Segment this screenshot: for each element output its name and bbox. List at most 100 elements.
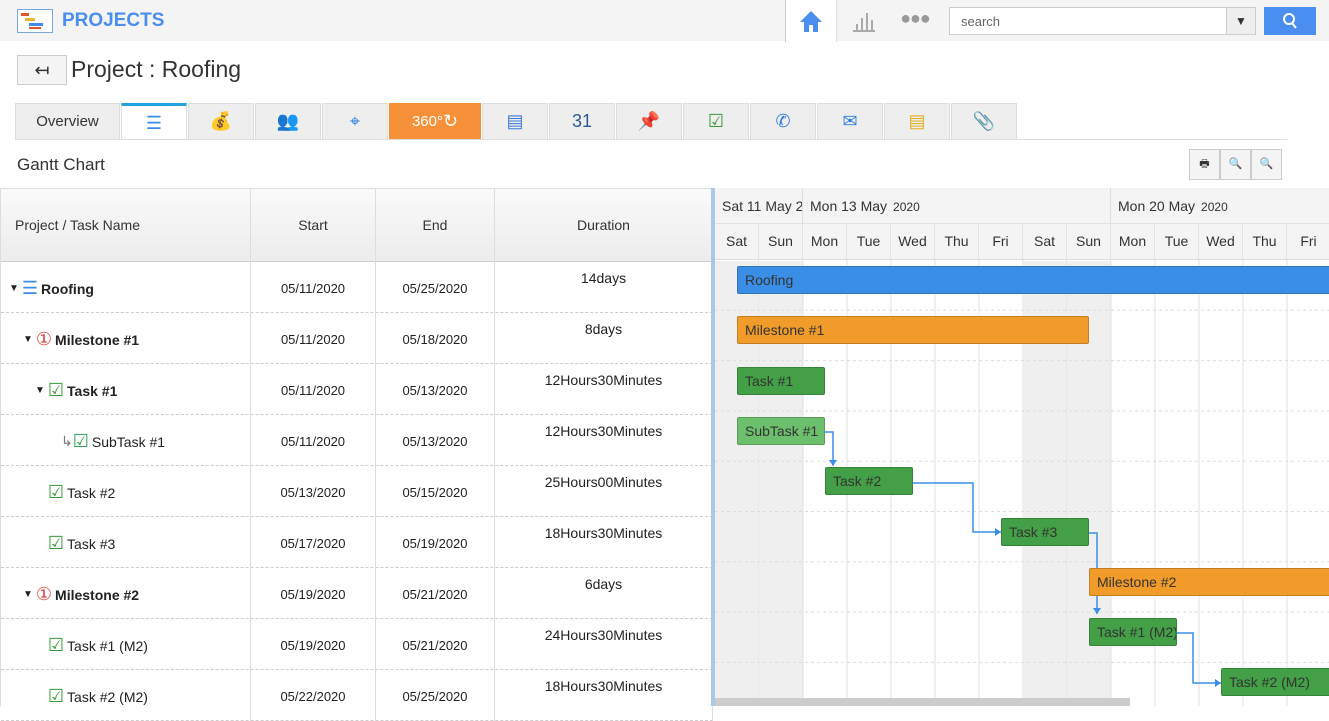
table-row[interactable]: ▼☑Task #1 (M2)05/19/202005/21/202024Hour… xyxy=(1,619,713,670)
cell-start: 05/19/2020 xyxy=(251,568,376,619)
gantt-bar[interactable]: Task #1 xyxy=(737,366,825,395)
cell-end: 05/18/2020 xyxy=(376,313,495,364)
table-row[interactable]: ↳ ☑ SubTask #1 05/11/2020 05/13/2020 12Hours3… xyxy=(1,415,713,466)
table-row[interactable]: ▼ ① Milestone #1 05/11/2020 05/18/2020 8days xyxy=(1,313,713,364)
tab-overview[interactable]: Overview xyxy=(15,103,120,140)
cell-end: 05/13/2020 xyxy=(376,415,495,466)
day-label: Tue xyxy=(847,224,891,260)
tab-money-bag[interactable]: 💰 xyxy=(188,103,254,140)
cell-duration: 12Hours30Minutes xyxy=(495,364,713,415)
zoom-out-button[interactable]: 🔍 xyxy=(1251,149,1282,180)
search-input[interactable]: search xyxy=(949,7,1227,35)
home-icon xyxy=(800,11,822,32)
cell-end: 05/25/2020 xyxy=(376,670,495,721)
back-button[interactable]: ↤ xyxy=(17,55,67,85)
column-header-duration[interactable]: Duration xyxy=(495,189,713,262)
day-label: Thu xyxy=(935,224,979,260)
cell-start: 05/11/2020 xyxy=(251,262,376,313)
more-icon[interactable]: ●●● xyxy=(900,8,931,28)
tab-mail[interactable]: ✉ xyxy=(817,103,883,140)
week-date: Sat 11 May 2020 xyxy=(722,198,803,214)
task-name: Task #1 (M2) xyxy=(67,637,148,654)
projects-logo-icon xyxy=(17,9,53,33)
tab-target[interactable]: ⌖ xyxy=(322,103,388,140)
day-label: Wed xyxy=(1199,224,1243,260)
tab-note[interactable]: ▤ xyxy=(884,103,950,140)
cell-start: 05/22/2020 xyxy=(251,670,376,721)
collapse-toggle-icon[interactable]: ▼ xyxy=(9,283,19,294)
tab-label: 360° xyxy=(411,113,443,130)
cell-start: 05/11/2020 xyxy=(251,364,376,415)
table-row[interactable]: ▼☑Task #2 (M2)05/22/202005/25/202018Hour… xyxy=(1,670,713,721)
tab-pin[interactable]: 📌 xyxy=(616,103,682,140)
gantt-bar[interactable]: Task #2 (M2) xyxy=(1221,668,1329,697)
day-label: Sat xyxy=(715,224,759,260)
child-link-icon: ↳ xyxy=(61,433,73,449)
tab-phone[interactable]: ✆ xyxy=(750,103,816,140)
table-row[interactable]: ▼ ① Milestone #2 05/19/2020 05/21/2020 6days xyxy=(1,568,713,619)
cell-name: ▼ ☰ Roofing xyxy=(1,262,251,313)
cell-end: 05/15/2020 xyxy=(376,466,495,517)
tab-360[interactable]: 360° ↻ xyxy=(389,103,481,140)
gantt-bar[interactable]: Task #2 xyxy=(825,467,913,496)
dependency-arrow-icon xyxy=(1093,608,1101,614)
table-row[interactable]: ▼☑Task #305/17/202005/19/202018Hours30Mi… xyxy=(1,517,713,568)
home-button[interactable] xyxy=(785,0,837,42)
gantt-bar[interactable]: Roofing xyxy=(737,266,1329,294)
search-button[interactable] xyxy=(1264,7,1316,35)
grid-splitter[interactable] xyxy=(711,188,715,706)
tab-gantt[interactable]: ☰ xyxy=(121,103,187,140)
cell-name: ▼☑Task #2 (M2) xyxy=(1,670,251,721)
table-row[interactable]: ▼ ☰ Roofing 05/11/2020 05/25/2020 14days xyxy=(1,262,713,313)
collapse-toggle-icon[interactable]: ▼ xyxy=(35,385,45,396)
gantt-bar[interactable]: Milestone #1 xyxy=(737,316,1089,345)
task-grid: Project / Task Name Start End Duration ▼… xyxy=(0,188,713,721)
cell-end: 05/25/2020 xyxy=(376,262,495,313)
task-icon: ☑ xyxy=(47,686,65,706)
column-header-start[interactable]: Start xyxy=(251,189,376,262)
task-name: Task #3 xyxy=(67,535,116,552)
tab-team[interactable]: 👥 xyxy=(255,103,321,140)
day-label: Tue xyxy=(1155,224,1199,260)
dependency-arrow-icon xyxy=(829,460,837,466)
cell-name: ▼☑Task #3 xyxy=(1,517,251,568)
tab-form[interactable]: ▤ xyxy=(482,103,548,140)
day-label: Sat xyxy=(1023,224,1067,260)
chevron-down-icon[interactable]: ▼ xyxy=(1226,7,1256,35)
table-row[interactable]: ▼ ☑ Task #1 05/11/2020 05/13/2020 12Hours30Mi… xyxy=(1,364,713,415)
target-icon: ⌖ xyxy=(349,111,361,131)
section-title: Gantt Chart xyxy=(17,155,105,174)
print-icon: 🖶 xyxy=(1199,158,1210,170)
column-header-end[interactable]: End xyxy=(376,189,495,262)
reports-button[interactable] xyxy=(848,8,878,34)
cell-duration: 25Hours00Minutes xyxy=(495,466,713,517)
collapse-toggle-icon[interactable]: ▼ xyxy=(23,589,33,600)
week-year: 2020 xyxy=(1201,200,1228,214)
cell-duration: 18Hours30Minutes xyxy=(495,517,713,568)
page-title: Project : Roofing xyxy=(71,56,242,82)
tab-calendar[interactable]: 31 xyxy=(549,103,615,140)
week-date: Mon 20 May xyxy=(1118,198,1196,214)
project-icon: ☰ xyxy=(21,278,39,298)
horizontal-scrollbar[interactable] xyxy=(715,698,1130,706)
day-label: Mon xyxy=(1111,224,1155,260)
cell-end: 05/21/2020 xyxy=(376,568,495,619)
tab-task-check[interactable]: ☑ xyxy=(683,103,749,140)
cell-start: 05/11/2020 xyxy=(251,313,376,364)
gantt-chart: Sat 11 May 2020 Mon 13 May 2020 Mon 20 May 2… xyxy=(715,188,1329,706)
cell-duration: 8days xyxy=(495,313,713,364)
gantt-bar[interactable]: Task #1 (M2) xyxy=(1089,618,1177,647)
zoom-in-button[interactable]: 🔍 xyxy=(1220,149,1251,180)
column-header-name[interactable]: Project / Task Name xyxy=(1,189,251,262)
gantt-bar[interactable]: SubTask #1 xyxy=(737,416,825,445)
tab-attachment[interactable]: 📎 xyxy=(951,103,1017,140)
cell-duration: 24Hours30Minutes xyxy=(495,619,713,670)
gantt-bar[interactable]: Milestone #2 xyxy=(1089,567,1329,596)
dependency-arrow-icon xyxy=(995,528,1001,536)
week-date: Mon 13 May xyxy=(810,198,888,214)
collapse-toggle-icon[interactable]: ▼ xyxy=(23,334,33,345)
gantt-bar[interactable]: Task #3 xyxy=(1001,517,1089,546)
print-button[interactable]: 🖶 xyxy=(1189,149,1220,180)
cell-start: 05/11/2020 xyxy=(251,415,376,466)
table-row[interactable]: ▼☑Task #205/13/202005/15/202025Hours00Mi… xyxy=(1,466,713,517)
